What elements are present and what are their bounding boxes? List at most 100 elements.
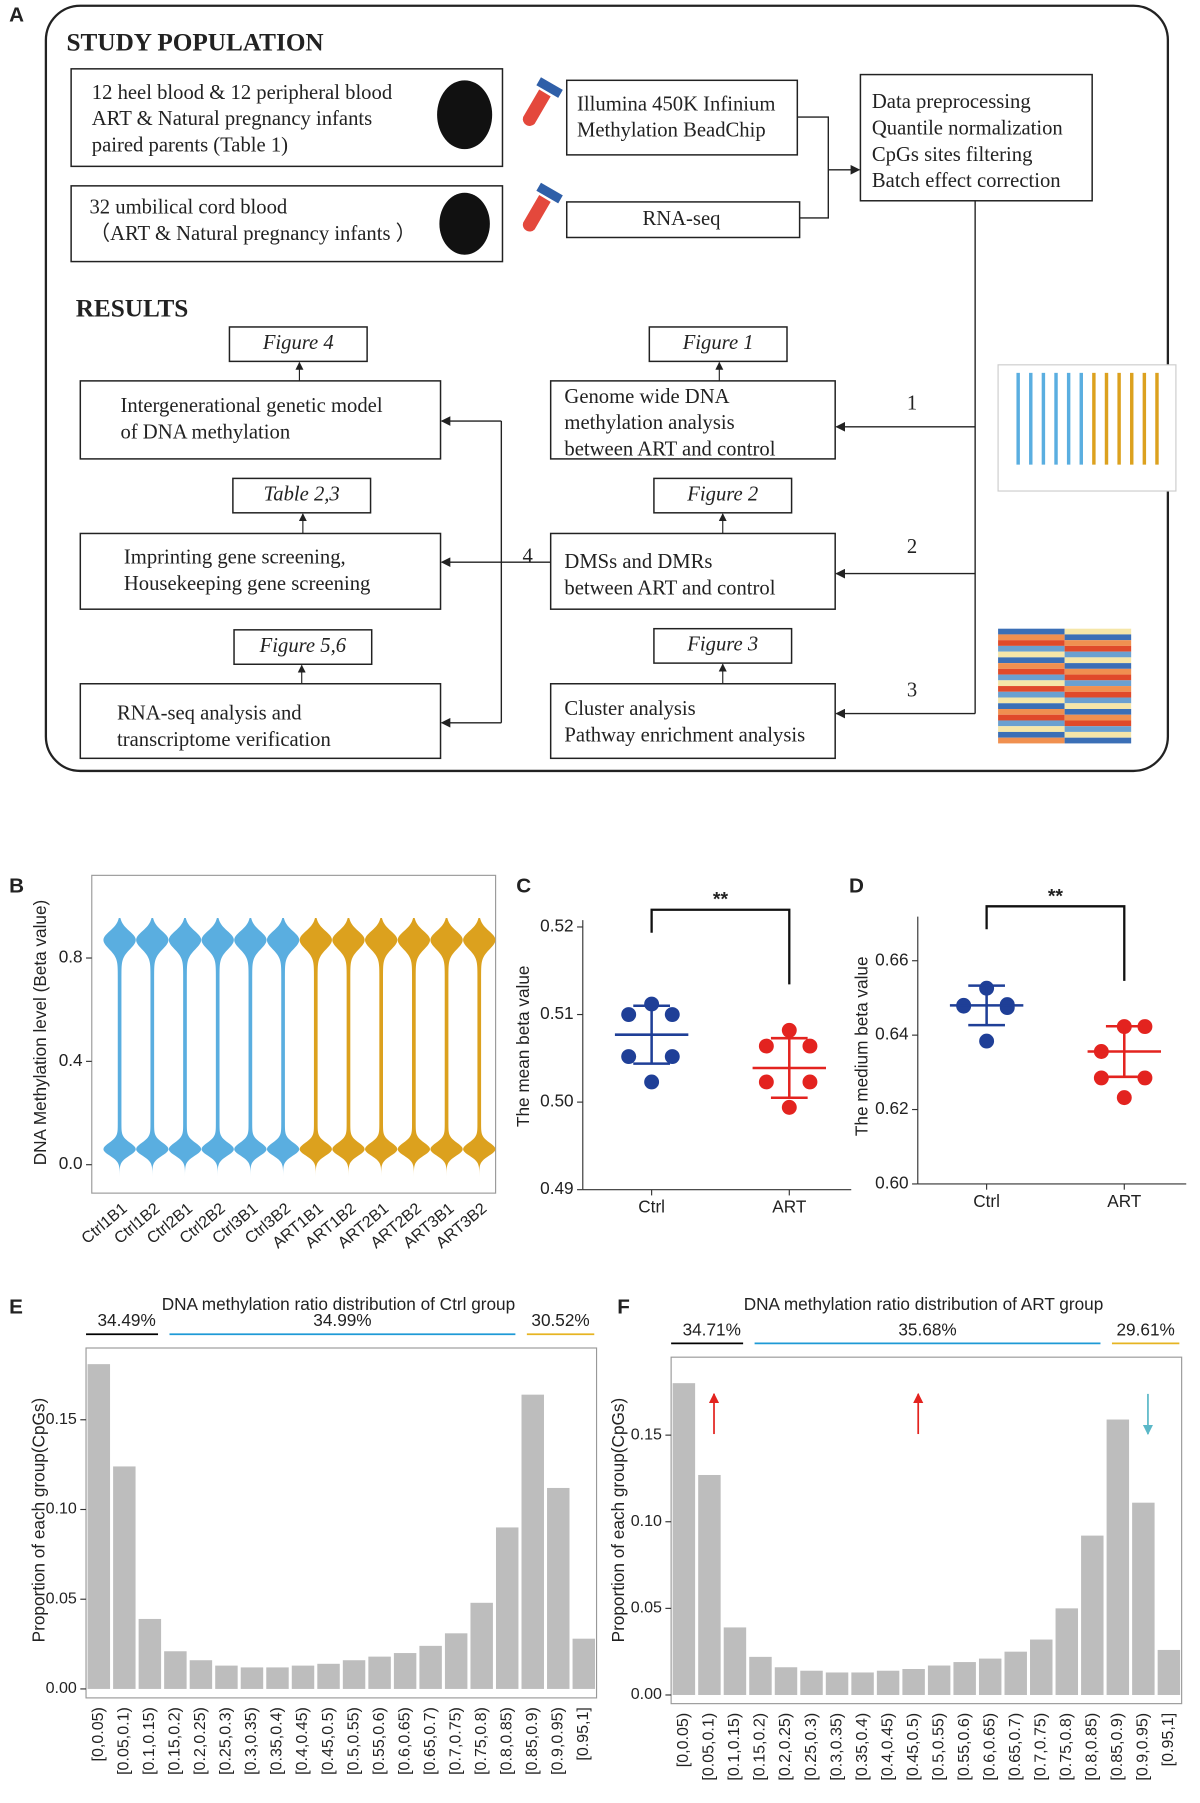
group-label: 34.71%	[683, 1319, 741, 1339]
x-tick-label: [0.1,0.15)	[140, 1707, 158, 1775]
panel-label: C	[516, 874, 531, 897]
thumbnail-violin	[1041, 372, 1046, 465]
heatmap-cell	[1064, 726, 1132, 732]
data-point	[664, 1007, 680, 1022]
reference-text: Figure 1	[682, 332, 754, 354]
heatmap-cell	[998, 634, 1065, 641]
heatmap-cell	[1064, 720, 1132, 727]
x-tick-label: [0.05,0.1)	[700, 1713, 718, 1781]
reference-text: Table 2,3	[264, 483, 340, 505]
thumbnail-frame	[997, 364, 1177, 492]
thumbnail-violin	[1092, 372, 1096, 465]
bar	[547, 1487, 570, 1689]
heatmap-cell	[1064, 708, 1132, 715]
thumbnail-violin	[1079, 372, 1083, 465]
bar	[291, 1665, 315, 1689]
heatmap-cell	[1064, 686, 1132, 692]
thumbnail-violin	[1054, 372, 1058, 465]
data-point	[758, 1074, 774, 1090]
data-point	[802, 1074, 818, 1090]
reference-text: Figure 2	[686, 483, 758, 505]
y-axis-label: DNA Methylation level (Beta value)	[30, 900, 50, 1166]
bar	[723, 1627, 747, 1695]
heatmap-cell	[1064, 634, 1132, 641]
data-point	[644, 1074, 660, 1090]
flow-box-text: Data preprocessing	[872, 91, 1031, 113]
x-tick-label: [0,0.05)	[674, 1713, 692, 1767]
reference-box	[228, 326, 368, 363]
x-tick-label: [0,0.05)	[89, 1707, 107, 1761]
tube-icon	[522, 195, 551, 232]
fetus-icon	[439, 192, 490, 255]
heatmap-cell	[998, 628, 1065, 635]
heatmap-cell	[998, 691, 1065, 698]
flow-box	[70, 68, 504, 168]
group-label: 35.68%	[898, 1319, 956, 1339]
x-tick-label: [0.8,0.85)	[497, 1707, 515, 1775]
violin	[136, 917, 169, 1183]
flow-box	[565, 79, 799, 156]
bar	[470, 1602, 493, 1689]
bar	[317, 1663, 340, 1689]
x-tick-label: [0.15,0.2)	[751, 1713, 769, 1781]
heatmap-cell	[1064, 731, 1132, 738]
data-point	[1093, 1070, 1109, 1086]
flow-box	[549, 380, 836, 460]
x-tick-label: [0.4,0.45)	[878, 1713, 896, 1781]
bar	[189, 1660, 213, 1689]
heatmap-cell	[998, 680, 1065, 687]
bar	[342, 1660, 366, 1689]
x-tick-label: [0.5,0.55)	[344, 1707, 362, 1775]
bar	[927, 1665, 951, 1695]
bar	[1030, 1639, 1053, 1695]
bar	[851, 1672, 874, 1695]
data-point	[621, 1007, 637, 1022]
thumbnail-violin	[1029, 372, 1033, 465]
heatmap-cell	[998, 720, 1065, 727]
bar	[876, 1670, 900, 1695]
panel-label: B	[9, 874, 24, 897]
heatmap-cell	[998, 697, 1065, 704]
thumbnail-violin	[1155, 372, 1159, 465]
flow-box-text: Methylation BeadChip	[577, 120, 766, 142]
group-label: 30.52%	[531, 1310, 589, 1330]
y-tick-label: 0.50	[540, 1091, 573, 1111]
heatmap-cell	[998, 686, 1065, 692]
bar	[495, 1527, 519, 1689]
y-tick-label: 0.66	[875, 949, 908, 969]
heatmap-cell	[998, 726, 1065, 732]
bar	[1055, 1608, 1079, 1695]
violin	[103, 917, 136, 1183]
tube-icon	[522, 89, 551, 126]
error-bar	[968, 984, 1005, 1027]
bar	[825, 1672, 849, 1695]
flow-box	[859, 73, 1093, 202]
flow-box-text: between ART and control	[564, 439, 775, 461]
flow-box-text: of DNA methylation	[120, 421, 290, 443]
bar	[444, 1633, 468, 1689]
heatmap-cell	[998, 663, 1065, 669]
bar	[800, 1670, 823, 1695]
violin	[299, 917, 332, 1183]
flow-box-text: CpGs sites filtering	[872, 144, 1033, 166]
heatmap-cell	[998, 714, 1065, 721]
y-tick-label: 0.49	[540, 1178, 573, 1198]
x-tick-label: [0.35,0.4)	[853, 1713, 871, 1781]
bar	[113, 1466, 136, 1689]
violin	[168, 917, 202, 1183]
y-tick-label: 0.52	[540, 916, 573, 936]
y-tick-label: 0.05	[46, 1589, 77, 1607]
flow-box-text: DMSs and DMRs	[564, 551, 712, 573]
x-tick-label: [0.65,0.7)	[1006, 1713, 1024, 1781]
heatmap-cell	[1064, 640, 1132, 646]
flow-box-text: Pathway enrichment analysis	[564, 724, 805, 746]
group-label: 34.49%	[97, 1310, 155, 1330]
bar	[1157, 1649, 1181, 1695]
heatmap-cell	[998, 640, 1065, 646]
y-tick-label: 0.05	[631, 1599, 662, 1617]
bar	[749, 1656, 772, 1695]
y-tick-label: 0.60	[875, 1172, 908, 1192]
bar	[1106, 1419, 1130, 1695]
bar	[164, 1651, 187, 1689]
